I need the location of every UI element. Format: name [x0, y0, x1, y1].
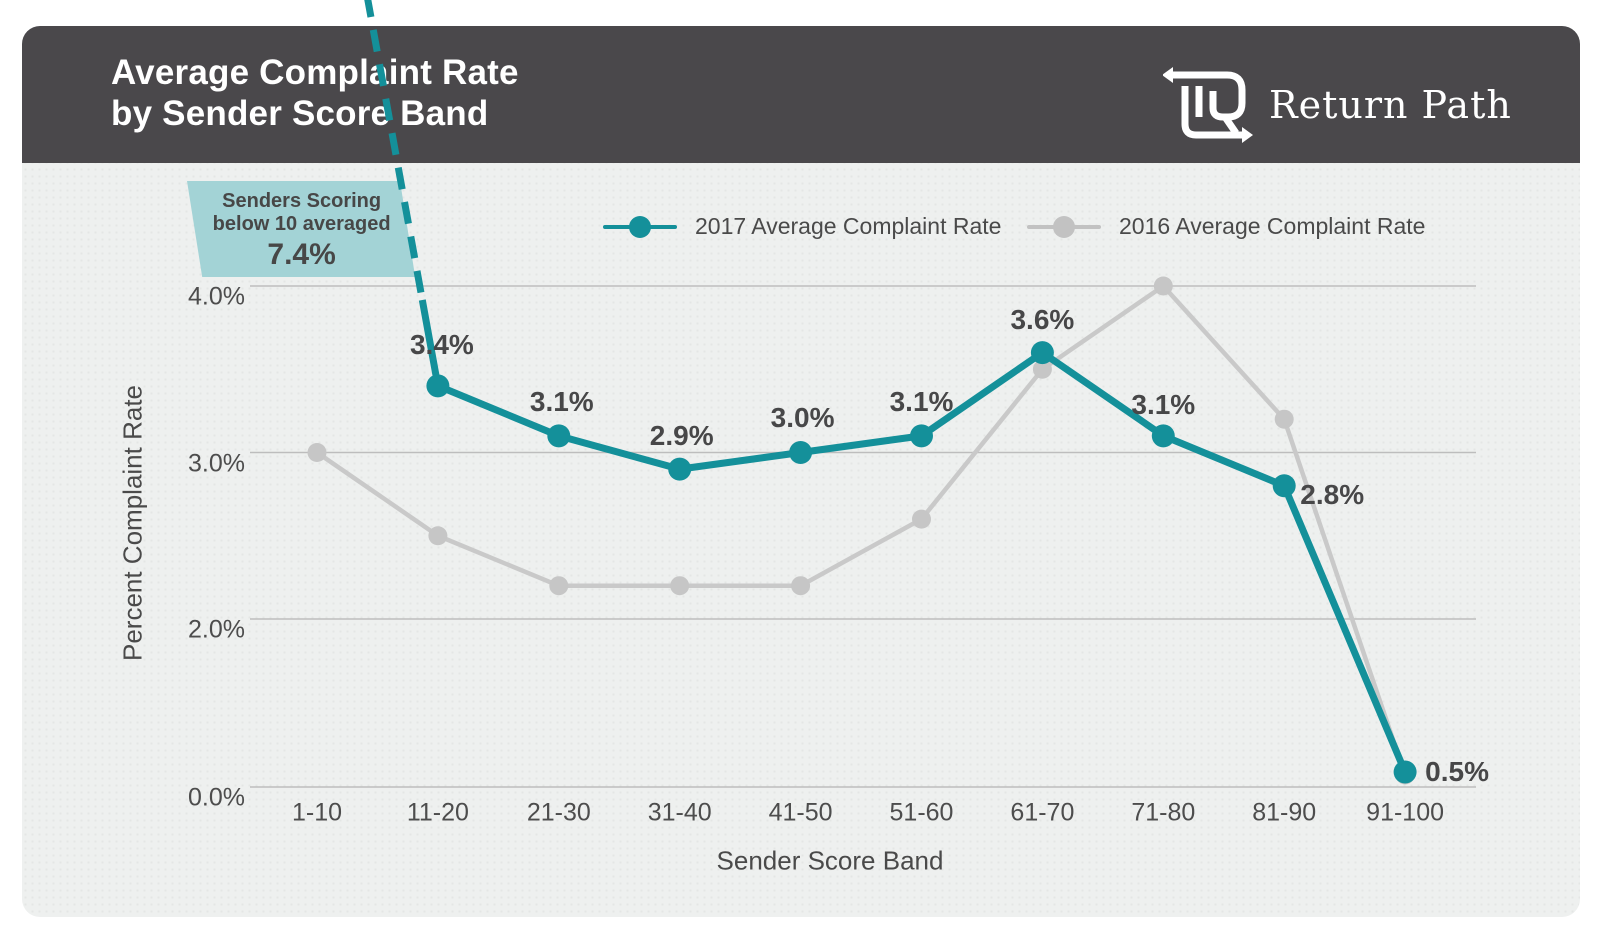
x-axis-tick-label: 11-20 [406, 798, 469, 827]
logo-wordmark: Return Path [1269, 83, 1512, 127]
x-axis-tick-label: 81-90 [1252, 798, 1317, 827]
return-path-r-icon [1163, 67, 1253, 143]
infographic-card: Average Complaint Rate by Sender Score B… [22, 26, 1580, 917]
chart-title-line1: Average Complaint Rate [111, 53, 519, 92]
data-point-label: 2.9% [649, 420, 714, 452]
x-axis-tick-label: 61-70 [1010, 798, 1075, 827]
x-axis-title: Sender Score Band [716, 845, 944, 876]
x-axis-tick-label: 91-100 [1366, 798, 1445, 827]
return-path-logo: Return Path [1163, 62, 1512, 148]
x-axis-tick-label: 31-40 [647, 798, 712, 827]
annotation-line1: Senders Scoring [221, 189, 381, 212]
legend-dot-2016-icon [1053, 215, 1075, 238]
chart-title: Average Complaint Rate by Sender Score B… [111, 52, 519, 134]
y-axis-tick-label: 2.0% [188, 615, 245, 644]
legend-marker-2016 [1027, 215, 1101, 238]
legend-item-2017: 2017 Average Complaint Rate [603, 213, 1001, 240]
data-point-label: 3.1% [889, 385, 954, 417]
data-point-label: 3.4% [409, 328, 474, 360]
data-point-label: 0.5% [1425, 756, 1490, 787]
legend-dot-2017-icon [629, 215, 651, 238]
y-axis-tick-label: 0.0% [188, 783, 245, 812]
annotation-box: Senders Scoring below 10 averaged 7.4% [187, 181, 416, 277]
legend-marker-2017 [603, 215, 677, 238]
data-point-label: 3.6% [1010, 303, 1075, 335]
x-axis-tick-label: 1-10 [291, 798, 343, 827]
y-axis-tick-label: 3.0% [188, 449, 245, 477]
header-band: Average Complaint Rate by Sender Score B… [22, 26, 1580, 163]
x-axis-tick-label: 51-60 [889, 798, 954, 827]
annotation-value: 7.4% [266, 237, 336, 271]
x-axis-tick-label: 41-50 [768, 798, 833, 827]
legend-label-2017: 2017 Average Complaint Rate [695, 213, 1002, 239]
annotation-line2: below 10 averaged [212, 212, 391, 235]
chart-title-line2: by Sender Score Band [111, 94, 489, 133]
legend-label-2016: 2016 Average Complaint Rate [1119, 213, 1426, 239]
data-point-label: 3.1% [1131, 388, 1196, 420]
data-point-label: 2.8% [1300, 478, 1365, 510]
x-axis-tick-label: 21-30 [526, 798, 591, 827]
y-axis-tick-label: 4.0% [188, 282, 245, 311]
data-point-label: 3.0% [770, 401, 835, 433]
legend-item-2016: 2016 Average Complaint Rate [1027, 213, 1425, 240]
data-point-label: 3.1% [529, 385, 594, 417]
x-axis-tick-label: 71-80 [1131, 798, 1196, 827]
